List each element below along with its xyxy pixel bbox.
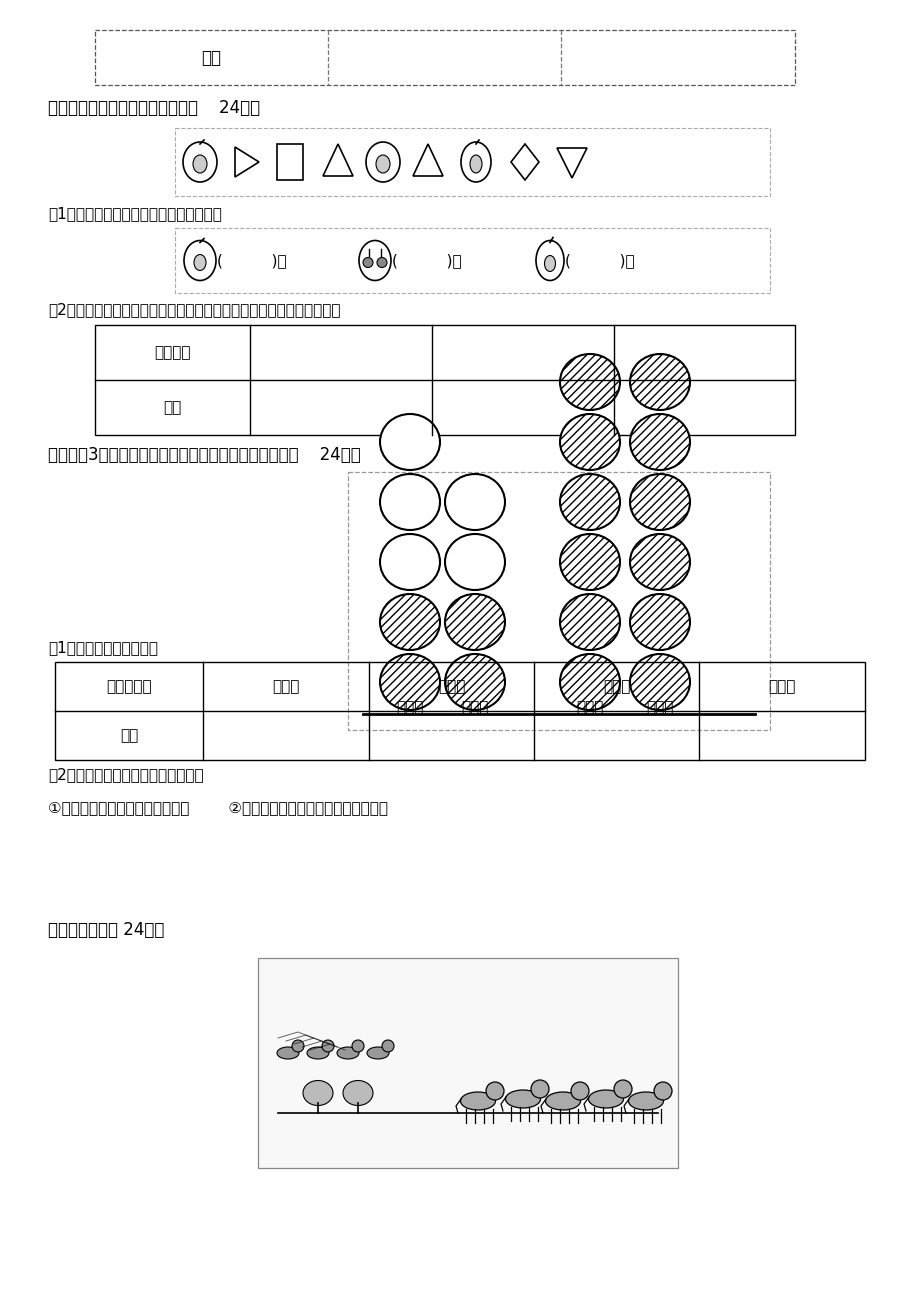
Text: 个数: 个数 — [201, 48, 221, 66]
Ellipse shape — [560, 534, 619, 590]
Bar — [257, 958, 677, 1167]
Ellipse shape — [630, 534, 689, 590]
Text: (          )个: ( )个 — [391, 253, 461, 268]
Text: （1）根据上图填写下表。: （1）根据上图填写下表。 — [48, 641, 158, 655]
Text: （2）如果按卡片的形状分一剆，可以怎样分？把分组的结果表示出来。: （2）如果按卡片的形状分一剆，可以怎样分？把分组的结果表示出来。 — [48, 302, 340, 318]
Text: 个数: 个数 — [164, 400, 181, 414]
Ellipse shape — [560, 414, 619, 470]
Circle shape — [381, 1040, 393, 1052]
Text: 卡片形状: 卡片形状 — [154, 345, 190, 360]
Ellipse shape — [545, 1092, 580, 1110]
Ellipse shape — [343, 1080, 372, 1105]
Ellipse shape — [336, 1048, 358, 1059]
Text: 书法组: 书法组 — [460, 701, 488, 715]
Ellipse shape — [380, 654, 439, 710]
Bar — [175, 228, 769, 293]
Ellipse shape — [505, 1091, 540, 1108]
Text: 手工组: 手工组 — [272, 679, 300, 694]
Ellipse shape — [445, 654, 505, 710]
Ellipse shape — [194, 254, 206, 271]
Ellipse shape — [380, 474, 439, 530]
Text: 四、一（3）班同学们参加兴趣活动组的情况如下图（计    24分）: 四、一（3）班同学们参加兴趣活动组的情况如下图（计 24分） — [48, 446, 360, 464]
Circle shape — [352, 1040, 364, 1052]
Text: （2）根据上面的统计结果回答问题。: （2）根据上面的统计结果回答问题。 — [48, 767, 203, 783]
Bar — [347, 472, 769, 730]
Ellipse shape — [588, 1091, 623, 1108]
Text: （1）按水果种类分一分，在下面填一填。: （1）按水果种类分一分，在下面填一填。 — [48, 206, 221, 222]
Ellipse shape — [544, 255, 555, 271]
Ellipse shape — [277, 1048, 299, 1059]
Ellipse shape — [307, 1048, 329, 1059]
Ellipse shape — [630, 474, 689, 530]
Ellipse shape — [560, 474, 619, 530]
Circle shape — [322, 1040, 334, 1052]
Circle shape — [363, 258, 372, 267]
Text: 三、想一想，可以怎样分分？（计    24分）: 三、想一想，可以怎样分分？（计 24分） — [48, 99, 260, 117]
Ellipse shape — [376, 155, 390, 173]
Circle shape — [377, 258, 387, 267]
Text: (          )个: ( )个 — [217, 253, 287, 268]
Ellipse shape — [380, 534, 439, 590]
Ellipse shape — [560, 354, 619, 410]
Text: 书法组: 书法组 — [437, 679, 465, 694]
Ellipse shape — [367, 1048, 389, 1059]
Ellipse shape — [630, 354, 689, 410]
Ellipse shape — [193, 155, 207, 173]
Circle shape — [530, 1080, 549, 1098]
Text: 绘画组: 绘画组 — [602, 679, 630, 694]
Ellipse shape — [630, 654, 689, 710]
Ellipse shape — [470, 155, 482, 173]
Ellipse shape — [460, 1092, 495, 1110]
Text: 人数: 人数 — [119, 728, 138, 743]
Ellipse shape — [630, 414, 689, 470]
Ellipse shape — [630, 594, 689, 650]
Ellipse shape — [445, 534, 505, 590]
Ellipse shape — [560, 594, 619, 650]
Circle shape — [485, 1081, 504, 1100]
Circle shape — [571, 1081, 588, 1100]
Bar — [55, 662, 864, 760]
Text: 五、动物园（计 24分）: 五、动物园（计 24分） — [48, 921, 165, 939]
Ellipse shape — [445, 594, 505, 650]
Text: ①参加哪两个小组的人数同样多？        ②你还能提出什么数学问题？并解答。: ①参加哪两个小组的人数同样多？ ②你还能提出什么数学问题？并解答。 — [48, 800, 388, 816]
Text: (          )个: ( )个 — [564, 253, 634, 268]
Text: 兴趣活动组: 兴趣活动组 — [106, 679, 152, 694]
Bar — [175, 128, 769, 195]
Ellipse shape — [380, 414, 439, 470]
Text: 舞蹈组: 舞蹈组 — [646, 701, 673, 715]
Ellipse shape — [380, 594, 439, 650]
Ellipse shape — [560, 654, 619, 710]
Text: 手工组: 手工组 — [396, 701, 424, 715]
Ellipse shape — [302, 1080, 333, 1105]
Bar — [95, 30, 794, 85]
Text: 绘画组: 绘画组 — [575, 701, 603, 715]
Ellipse shape — [445, 474, 505, 530]
Text: 舞蹈组: 舞蹈组 — [767, 679, 795, 694]
Bar — [95, 324, 794, 435]
Circle shape — [291, 1040, 303, 1052]
Circle shape — [653, 1081, 671, 1100]
Circle shape — [613, 1080, 631, 1098]
Bar — [277, 145, 302, 180]
Ellipse shape — [628, 1092, 663, 1110]
